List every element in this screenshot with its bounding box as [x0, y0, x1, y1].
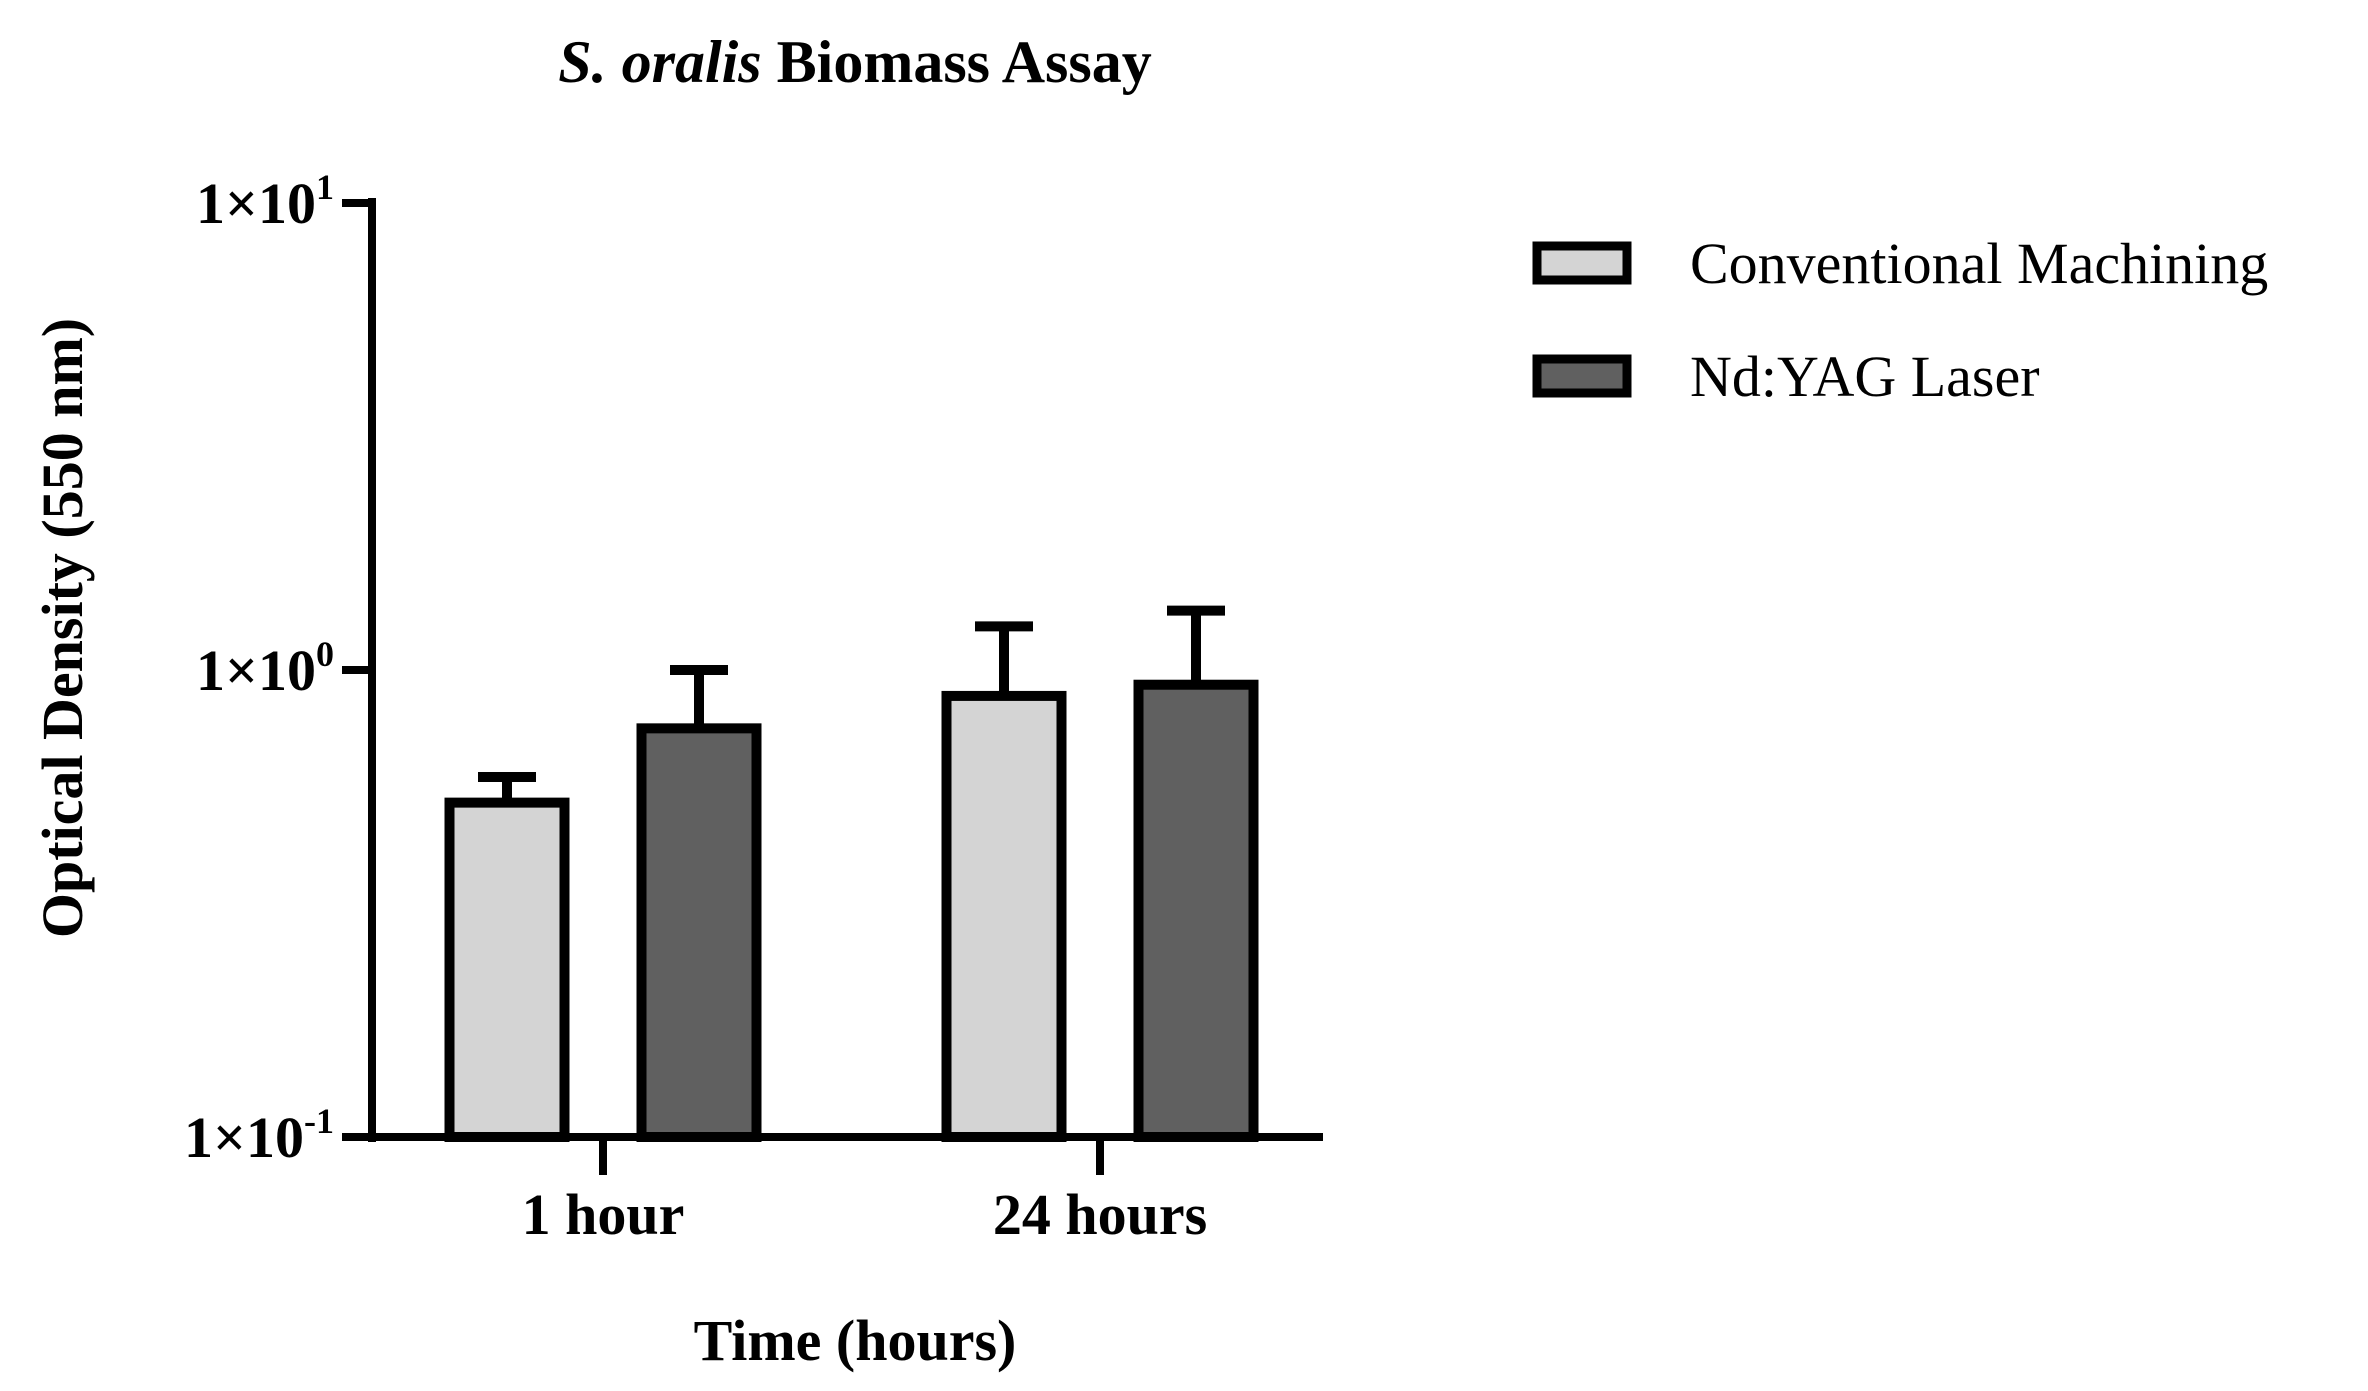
y-tick-base: 1×10	[196, 171, 316, 236]
legend-label: Conventional Machining	[1690, 231, 2268, 296]
bar	[941, 690, 1067, 1142]
y-tick-exponent: 1	[316, 167, 334, 207]
x-tick-label: 1 hour	[522, 1182, 685, 1247]
legend-label: Nd:YAG Laser	[1690, 344, 2040, 409]
y-axis-label: Optical Density (550 nm)	[30, 318, 95, 938]
bar	[444, 797, 570, 1143]
y-tick-base: 1×10	[184, 1105, 304, 1170]
y-tick-label: 1×100	[196, 634, 334, 703]
chart-title: S. oralis Biomass Assay	[558, 29, 1152, 95]
y-tick-base: 1×10	[196, 638, 316, 703]
y-tick-exponent: -1	[304, 1101, 334, 1141]
x-tick-label: 24 hours	[993, 1182, 1207, 1247]
y-tick-label: 1×101	[196, 167, 334, 236]
legend-swatch	[1532, 354, 1632, 398]
bar	[636, 723, 762, 1142]
y-tick-exponent: 0	[316, 634, 334, 674]
chart-title-italic: S. oralis	[558, 29, 761, 95]
bar	[1133, 679, 1259, 1142]
legend-swatch	[1532, 241, 1632, 285]
x-axis-label: Time (hours)	[694, 1308, 1017, 1373]
y-tick-label: 1×10-1	[184, 1101, 334, 1170]
chart-title-rest: Biomass Assay	[762, 29, 1152, 95]
